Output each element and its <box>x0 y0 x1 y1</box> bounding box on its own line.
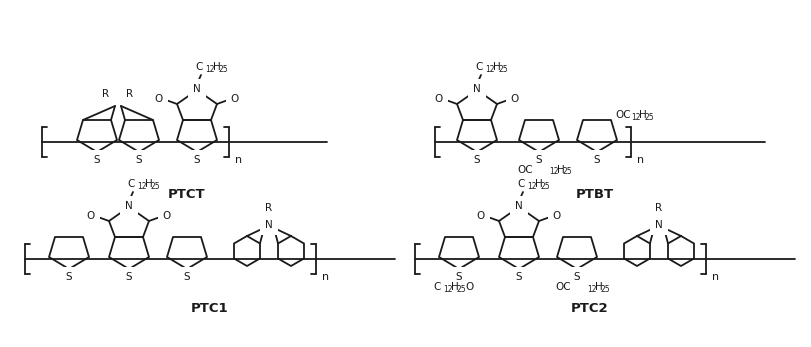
Text: S: S <box>135 155 142 165</box>
Text: 25: 25 <box>151 182 161 191</box>
Text: 12: 12 <box>484 65 494 74</box>
Text: OC: OC <box>517 165 532 175</box>
Text: C: C <box>433 282 440 292</box>
Text: N: N <box>125 201 133 211</box>
Text: 25: 25 <box>540 182 550 191</box>
Text: PTCT: PTCT <box>168 187 205 201</box>
Text: N: N <box>514 201 522 211</box>
Text: OC: OC <box>614 110 630 120</box>
Text: PTC2: PTC2 <box>570 303 608 315</box>
Text: n: n <box>711 272 719 282</box>
Text: S: S <box>473 155 480 165</box>
Text: 25: 25 <box>457 285 466 294</box>
Text: 12: 12 <box>204 65 214 74</box>
Text: O: O <box>552 211 560 221</box>
Text: O: O <box>510 94 518 104</box>
Text: R: R <box>127 89 133 99</box>
Text: N: N <box>654 220 662 230</box>
Text: H: H <box>638 110 646 120</box>
Text: 25: 25 <box>644 112 654 121</box>
Text: C: C <box>195 62 203 72</box>
Text: H: H <box>145 179 152 189</box>
Text: N: N <box>473 84 480 94</box>
Text: C: C <box>517 179 524 189</box>
Text: C: C <box>474 62 482 72</box>
Text: O: O <box>465 282 473 292</box>
Text: S: S <box>194 155 200 165</box>
Text: H: H <box>450 282 458 292</box>
Text: 12: 12 <box>548 168 558 177</box>
Text: R: R <box>102 89 109 99</box>
Text: N: N <box>193 84 200 94</box>
Text: 12: 12 <box>630 112 640 121</box>
Text: R: R <box>654 203 662 213</box>
Text: S: S <box>93 155 101 165</box>
Text: H: H <box>556 165 564 175</box>
Text: PTC1: PTC1 <box>191 303 229 315</box>
Text: C: C <box>127 179 135 189</box>
Text: OC: OC <box>555 282 570 292</box>
Text: O: O <box>87 211 95 221</box>
Text: S: S <box>593 155 599 165</box>
Text: H: H <box>594 282 602 292</box>
Text: 25: 25 <box>499 65 508 74</box>
Text: O: O <box>230 94 238 104</box>
Text: N: N <box>265 220 272 230</box>
Text: H: H <box>492 62 500 72</box>
Text: O: O <box>435 94 443 104</box>
Text: 25: 25 <box>219 65 229 74</box>
Text: S: S <box>535 155 542 165</box>
Text: S: S <box>455 272 461 282</box>
Text: 12: 12 <box>443 285 452 294</box>
Text: S: S <box>126 272 132 282</box>
Text: S: S <box>66 272 72 282</box>
Text: 25: 25 <box>562 168 572 177</box>
Text: H: H <box>212 62 221 72</box>
Text: O: O <box>476 211 484 221</box>
Text: 12: 12 <box>586 285 596 294</box>
Text: n: n <box>637 155 644 165</box>
Text: n: n <box>235 155 242 165</box>
Text: O: O <box>163 211 171 221</box>
Text: S: S <box>515 272 521 282</box>
Text: H: H <box>534 179 542 189</box>
Text: O: O <box>155 94 163 104</box>
Text: S: S <box>573 272 580 282</box>
Text: n: n <box>322 272 329 282</box>
Text: 12: 12 <box>526 182 536 191</box>
Text: R: R <box>265 203 272 213</box>
Text: 12: 12 <box>137 182 146 191</box>
Text: PTBT: PTBT <box>575 187 613 201</box>
Text: S: S <box>183 272 190 282</box>
Text: 25: 25 <box>600 285 610 294</box>
